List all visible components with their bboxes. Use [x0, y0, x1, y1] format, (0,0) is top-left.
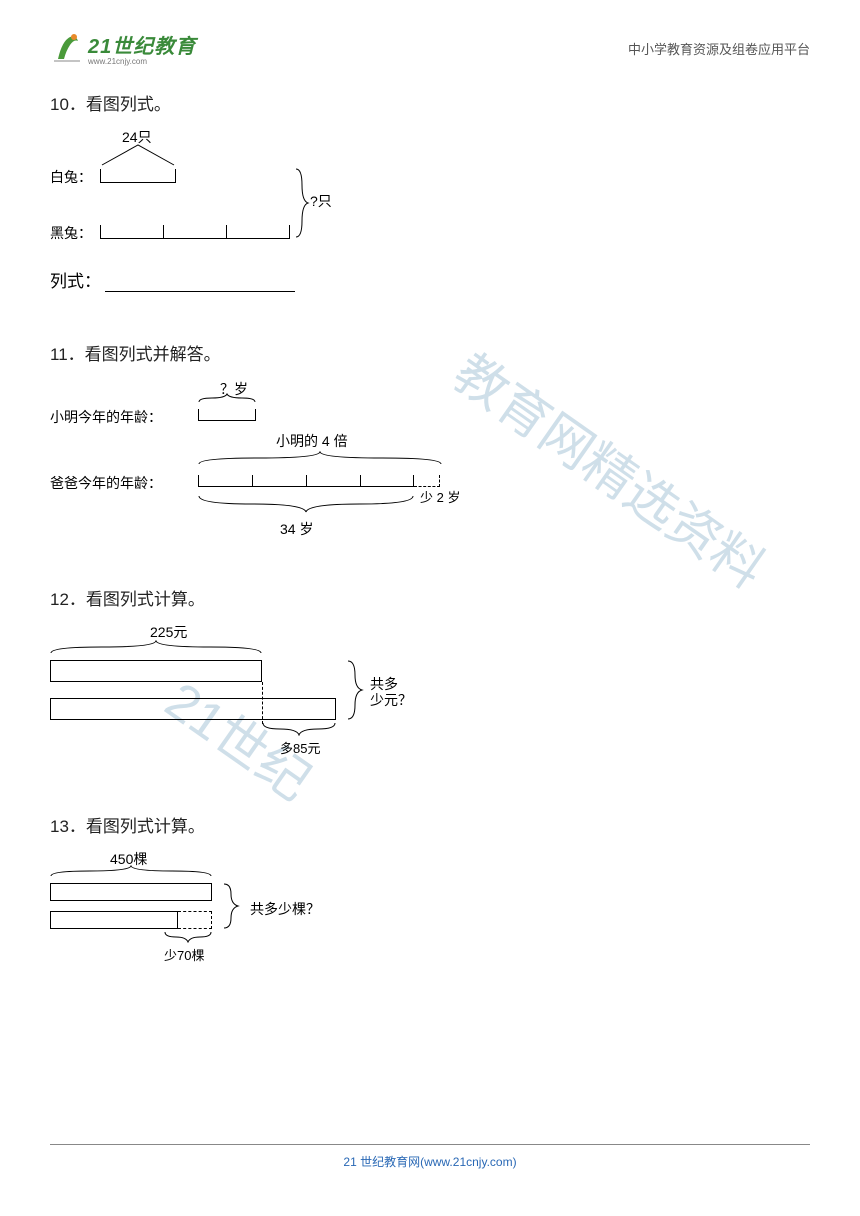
blank-line[interactable] — [105, 291, 295, 292]
label-225: 225元 — [150, 622, 187, 642]
lieshi-label: 列式： — [50, 272, 101, 291]
tick — [163, 225, 164, 239]
footer-text: 21 世纪教育网(www.21cnjy.com) — [343, 1155, 516, 1169]
bar-top — [50, 660, 262, 682]
logo: 21世纪教育 www.21cnjy.com — [50, 30, 196, 66]
roof-bracket — [100, 141, 180, 169]
bar-bottom — [50, 698, 336, 720]
bottom-brace-icon — [198, 495, 414, 513]
question-12-diagram: 225元 共多 少元？ 多85元 — [50, 622, 810, 762]
label-4bei: 小明的 4 倍 — [276, 431, 348, 451]
page-header: 21世纪教育 www.21cnjy.com 中小学教育资源及组卷应用平台 — [0, 0, 860, 76]
label-baitu: 白兔： — [50, 167, 92, 187]
bottom-brace-icon — [262, 722, 336, 736]
tick — [226, 225, 227, 239]
label-xiaoming: 小明今年的年龄： — [50, 407, 162, 427]
question-12-title: 12．看图列式计算。 — [50, 585, 810, 610]
answer-line: 列式： — [50, 267, 810, 292]
dashed-line — [262, 682, 263, 724]
bar-heitu — [100, 225, 290, 239]
label-shao2: 少 2 岁 — [420, 487, 460, 506]
right-brace-icon — [222, 883, 240, 929]
right-brace-icon — [346, 660, 364, 720]
question-10-diagram: 24只 白兔： 黑兔： ?只 — [50, 127, 810, 267]
label-shao70: 少70棵 — [164, 945, 204, 964]
tick — [306, 475, 307, 487]
question-11-diagram: ？岁 小明今年的年龄： 小明的 4 倍 爸爸今年的年龄： 少 2 岁 34 岁 — [50, 379, 810, 549]
question-13-title: 13．看图列式计算。 — [50, 812, 810, 837]
tick — [360, 475, 361, 487]
bar-baitu — [100, 169, 176, 183]
bottom-brace-icon — [164, 931, 212, 943]
question-13-diagram: 450棵 共多少棵？ 少70棵 — [50, 849, 810, 969]
label-gong: 共多少棵？ — [250, 899, 320, 919]
label-shaoyuan: 少元？ — [370, 690, 412, 710]
logo-icon — [50, 31, 84, 65]
question-11-title: 11．看图列式并解答。 — [50, 340, 810, 365]
label-34sui: 34 岁 — [280, 519, 313, 539]
bar-bottom — [50, 911, 178, 929]
label-duo85: 多85元 — [280, 738, 320, 757]
top-brace-icon — [50, 640, 262, 654]
logo-text: 21世纪教育 — [88, 30, 196, 59]
page-footer: 21 世纪教育网(www.21cnjy.com) — [50, 1144, 810, 1170]
label-question: ?只 — [310, 191, 332, 211]
top-brace-icon — [198, 393, 256, 403]
bar-xiaoming — [198, 409, 256, 421]
mid-brace-icon — [198, 451, 442, 465]
page-content: 10．看图列式。 24只 白兔： 黑兔： ?只 列式： 11．看图列式并解答。 … — [0, 76, 860, 969]
label-heitu: 黑兔： — [50, 223, 92, 243]
bar-bottom-dotted — [178, 911, 212, 929]
header-right-text: 中小学教育资源及组卷应用平台 — [628, 39, 810, 58]
bar-baba-dotted — [414, 475, 440, 487]
tick — [252, 475, 253, 487]
question-10-title: 10．看图列式。 — [50, 90, 810, 115]
label-baba: 爸爸今年的年龄： — [50, 473, 162, 493]
top-brace-icon — [50, 865, 212, 877]
right-brace-icon — [294, 167, 310, 239]
bar-top — [50, 883, 212, 901]
